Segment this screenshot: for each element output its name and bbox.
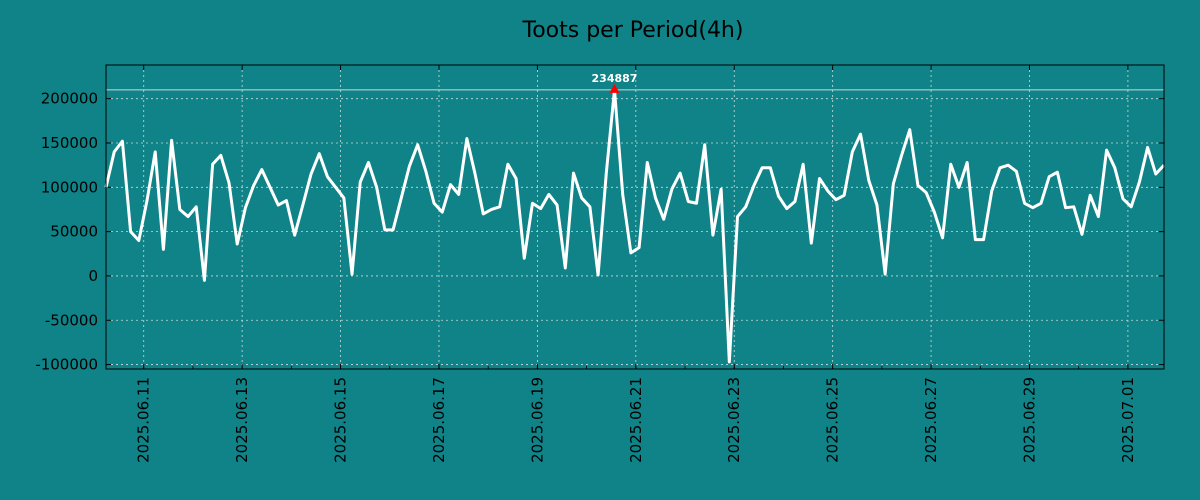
peak-annotation: 234887 bbox=[592, 72, 638, 85]
x-tick-label: 2025.06.23 bbox=[725, 377, 743, 463]
x-tick-label: 2025.06.19 bbox=[528, 377, 546, 463]
x-tick-label: 2025.06.27 bbox=[922, 377, 940, 463]
y-tick-label: -100000 bbox=[35, 356, 98, 374]
x-tick-label: 2025.06.11 bbox=[135, 377, 153, 463]
y-tick-label: 150000 bbox=[41, 134, 98, 152]
x-tick-label: 2025.06.13 bbox=[233, 377, 251, 463]
y-tick-label: 200000 bbox=[41, 90, 98, 108]
x-tick-label: 2025.06.15 bbox=[332, 377, 350, 463]
plot-frame bbox=[105, 64, 1165, 370]
plot-area: -100000 -50000 0 50000 100000 150000 200000 202… bbox=[35, 64, 1166, 463]
y-tick-label: 0 bbox=[88, 267, 98, 285]
y-tick-label: -50000 bbox=[45, 311, 98, 329]
x-tick-label: 2025.06.29 bbox=[1020, 377, 1038, 463]
x-tick-label: 2025.06.21 bbox=[627, 377, 645, 463]
y-tick-label: 50000 bbox=[50, 223, 98, 241]
chart-title: Toots per Period(4h) bbox=[522, 18, 744, 43]
series-line-toots bbox=[104, 88, 1166, 364]
x-tick-label: 2025.06.25 bbox=[824, 377, 842, 463]
x-tick-label: 2025.07.01 bbox=[1119, 377, 1137, 463]
x-tick-label: 2025.06.17 bbox=[430, 377, 448, 463]
peak-marker bbox=[609, 83, 620, 93]
y-tick-label: 100000 bbox=[41, 178, 98, 196]
